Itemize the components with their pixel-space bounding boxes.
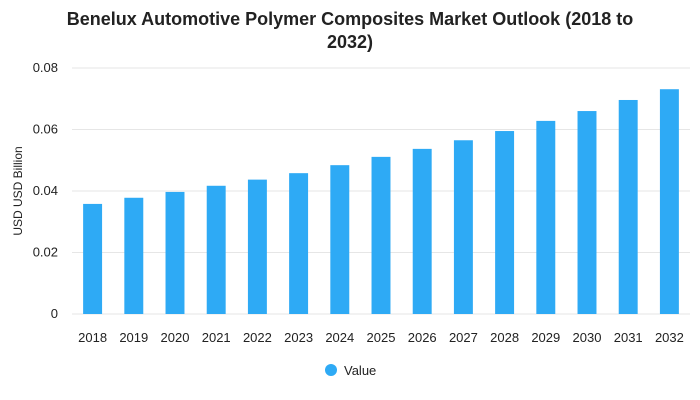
bar-2030[interactable] — [577, 111, 597, 314]
x-tick-label-2029: 2029 — [531, 330, 560, 345]
x-tick-label-2022: 2022 — [243, 330, 272, 345]
x-tick-label-2024: 2024 — [325, 330, 354, 345]
bar-2031[interactable] — [618, 99, 638, 314]
x-tick-label-2018: 2018 — [78, 330, 107, 345]
x-tick-label-2026: 2026 — [408, 330, 437, 345]
legend-label-value: Value — [344, 363, 376, 378]
bar-2020[interactable] — [165, 191, 185, 314]
x-tick-label-2021: 2021 — [202, 330, 231, 345]
bar-2024[interactable] — [330, 165, 350, 314]
bar-2019[interactable] — [124, 197, 144, 314]
x-tick-label-2019: 2019 — [119, 330, 148, 345]
legend-swatch-value — [325, 364, 337, 376]
bar-2026[interactable] — [412, 148, 432, 314]
y-axis-ticks: 0 0.02 0.04 0.06 0.08 — [33, 60, 58, 321]
y-tick-label: 0 — [51, 306, 58, 321]
bar-2027[interactable] — [453, 140, 473, 314]
x-tick-label-2032: 2032 — [655, 330, 684, 345]
x-tick-label-2023: 2023 — [284, 330, 313, 345]
bar-2021[interactable] — [206, 185, 226, 314]
bar-series-value — [83, 89, 679, 314]
bar-2032[interactable] — [659, 89, 679, 314]
bar-2025[interactable] — [371, 156, 391, 314]
x-tick-label-2020: 2020 — [161, 330, 190, 345]
bar-2022[interactable] — [247, 179, 267, 314]
bar-2018[interactable] — [83, 203, 103, 314]
x-tick-label-2025: 2025 — [367, 330, 396, 345]
y-axis-title: USD USD Billion — [11, 146, 25, 235]
x-tick-label-2030: 2030 — [573, 330, 602, 345]
x-axis-ticks: 2018 2019 2020 2021 2022 2023 2024 2025 2026 2027… — [78, 330, 684, 345]
legend[interactable]: Value — [325, 363, 376, 378]
x-tick-label-2031: 2031 — [614, 330, 643, 345]
y-tick-label: 0.04 — [33, 183, 58, 198]
y-tick-label: 0.06 — [33, 122, 58, 137]
y-tick-label: 0.02 — [33, 245, 58, 260]
bar-2029[interactable] — [536, 120, 556, 314]
chart-title-line-1: Benelux Automotive Polymer Composites Ma… — [67, 9, 633, 29]
y-tick-label: 0.08 — [33, 60, 58, 75]
bar-2023[interactable] — [289, 173, 309, 314]
x-tick-label-2027: 2027 — [449, 330, 478, 345]
x-tick-label-2028: 2028 — [490, 330, 519, 345]
chart-title-line-2: 2032) — [327, 32, 373, 52]
bar-2028[interactable] — [495, 131, 515, 314]
